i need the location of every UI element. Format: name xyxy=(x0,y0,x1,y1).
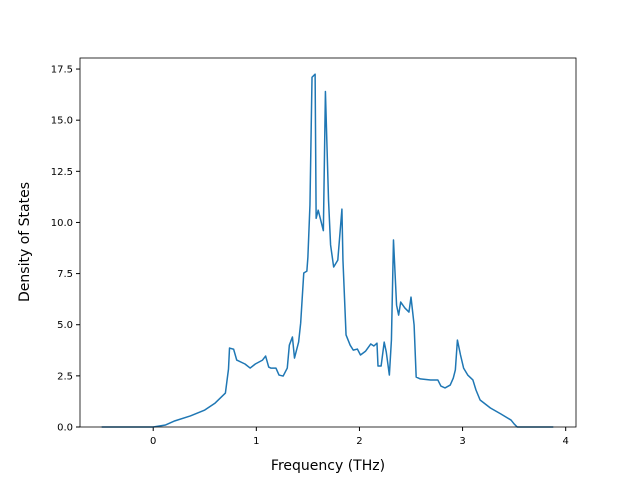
plot-frame xyxy=(79,57,577,428)
y-tick-label: 10.0 xyxy=(51,218,73,229)
y-tick-label: 5.0 xyxy=(57,320,73,331)
y-axis-label: Density of States xyxy=(17,182,33,302)
line xyxy=(101,73,554,428)
y-tick-label: 12.5 xyxy=(51,167,73,178)
y-tick-label: 17.5 xyxy=(51,65,73,76)
y-tick-label: 0.0 xyxy=(57,423,73,434)
x-tick-label: 1 xyxy=(253,436,259,447)
y-tick-label: 7.5 xyxy=(57,269,73,280)
x-tick-label: 2 xyxy=(356,436,362,447)
x-tick-label: 0 xyxy=(150,436,156,447)
x-axis-label: Frequency (THz) xyxy=(271,458,385,474)
x-tick-label: 3 xyxy=(459,436,465,447)
y-tick-label: 2.5 xyxy=(57,371,73,382)
y-tick-label: 15.0 xyxy=(51,116,73,127)
x-tick-label: 4 xyxy=(563,436,569,447)
